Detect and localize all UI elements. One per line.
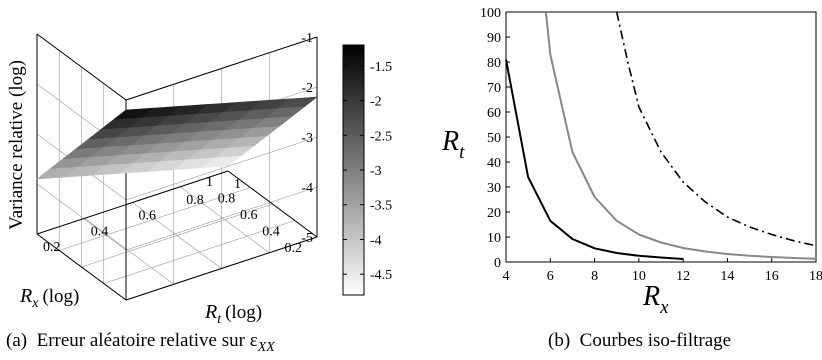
y-tick-label: 80 [487,56,501,71]
colorbar-tick-label: -2 [370,95,382,110]
y-tick-label: 90 [487,31,501,46]
y-tick-label: 100 [480,6,501,21]
x-tick-label: 0.2 [285,241,303,256]
figure: -1-2-3-4-50.20.40.60.810.20.40.60.81 Var… [6,6,822,327]
surface-cell [36,166,78,180]
x-tick-label: 6 [547,269,554,284]
z-tick-label: -1 [301,31,313,46]
x-tick-label: 14 [720,269,734,284]
z-tick-label: -3 [301,131,313,146]
series-line-solid-black [505,59,684,260]
colorbar: -1.5 -2 -2.5 -3 -3.5 -4 -4.5 [342,44,392,296]
y-tick-label: 10 [487,231,501,246]
y-tick-label: 70 [487,81,501,96]
x-tick-label: 4 [503,269,510,284]
x-tick-label: 16 [765,269,779,284]
colorbar-tick-label: -3 [370,164,382,179]
plot-frame [505,11,817,263]
x-tick-label: 0.4 [262,225,280,240]
colorbar-tick-label: -3.5 [370,199,392,214]
y-tick-label: 0.6 [139,209,157,224]
x-tick-label: 1 [206,175,213,190]
colorbar-tick-label: -2.5 [370,129,392,144]
tick-labels: -1-2-3-4-50.20.40.60.810.20.40.60.81 [43,31,313,256]
caption-b: (b) Courbes iso-filtrage [548,330,732,351]
y-tick-label: 0.2 [43,240,61,255]
caption-a: (a) Erreur aléatoire relative sur εXX [6,330,275,355]
y-axis-label: Rt (log) [204,301,262,327]
y-tick-label: 0 [494,256,501,271]
y-axis-label: Rt [441,126,465,163]
z-tick-label: -4 [301,181,313,196]
x-tick-label: 0.8 [218,192,236,207]
y-tick-label: 60 [487,106,501,121]
colorbar-tick-label: -1.5 [370,60,392,75]
series-line-solid-gray [544,11,817,260]
surface [36,96,318,180]
x-axis-label: Rx [642,281,669,318]
x-tick-label: 18 [809,269,822,284]
x-tick-label: 8 [591,269,598,284]
y-tick-label: 50 [487,131,501,146]
iso-curves-panel: 4 6 8 10 12 14 16 18 0 10 20 30 40 50 60 70 80 90 100 Rt R… [441,6,822,318]
y-tick-label: 40 [487,156,501,171]
series-line-dashdot-black [615,11,817,247]
surface-plot-panel: -1-2-3-4-50.20.40.60.810.20.40.60.81 Var… [6,31,392,327]
series-lines [505,11,817,260]
z-tick-label: -2 [301,81,313,96]
x-tick-label: 0.6 [240,208,258,223]
colorbar-tick-label: -4.5 [370,268,392,283]
x-tick-label: 10 [632,269,646,284]
z-axis-label: Variance relative (log) [6,60,27,230]
y-tick-label: 1 [234,177,241,192]
colorbar-tick-label: -4 [370,233,382,248]
y-tick-label: 0.8 [186,193,204,208]
y-tick-label: 20 [487,206,501,221]
y-tick-label: 0.4 [91,224,109,239]
x-axis-label: Rx (log) [19,285,79,311]
x-tick-label: 12 [676,269,690,284]
y-tick-label: 30 [487,181,501,196]
z-tick-label: -5 [301,231,313,246]
tick-labels: 4 6 8 10 12 14 16 18 0 10 20 30 40 50 60 70 80 90 100 [480,6,822,284]
